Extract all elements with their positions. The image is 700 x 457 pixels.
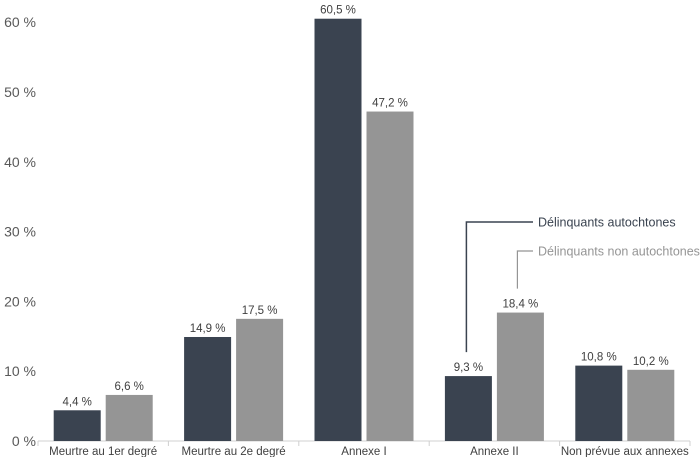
bar-series-2: [627, 369, 675, 441]
bar-series-1: [444, 376, 492, 441]
bar-series-2: [496, 312, 544, 441]
category-label: Non prévue aux annexes: [561, 446, 689, 457]
y-tick-label: 10 %: [4, 363, 36, 379]
data-label: 10,2 %: [633, 356, 669, 368]
y-tick-label: 20 %: [4, 293, 36, 309]
data-label: 6,6 %: [114, 381, 143, 393]
y-tick-label: 0 %: [12, 433, 36, 449]
y-axis: 0 % 10 % 20 % 30 % 40 % 50 % 60 %: [4, 14, 36, 449]
bars: [53, 18, 675, 442]
legend-label-series-2: Délinquants non autochtones: [538, 245, 700, 259]
data-label: 9,3 %: [454, 362, 483, 374]
legend-leader-line-series-2: [516, 250, 533, 289]
bar-series-2: [236, 318, 284, 441]
x-axis: Meurtre au 1er degré Meurtre au 2e degré A…: [37, 440, 691, 457]
legend-label-series-1: Délinquants autochtones: [538, 216, 676, 230]
y-tick-label: 30 %: [4, 224, 36, 240]
y-tick-label: 50 %: [4, 84, 36, 100]
bar-series-1: [575, 365, 623, 441]
category-label: Meurtre au 2e degré: [181, 446, 285, 457]
bar-series-2: [366, 111, 414, 441]
bar-series-1: [53, 410, 101, 441]
y-tick-label: 40 %: [4, 154, 36, 170]
data-label: 17,5 %: [242, 305, 278, 317]
bar-series-2: [105, 394, 153, 441]
data-label: 14,9 %: [190, 323, 226, 335]
legend-callouts: Délinquants autochtones Délinquants non a…: [465, 216, 700, 353]
legend-leader-line-series-1: [465, 221, 533, 353]
category-label: Meurtre au 1er degré: [49, 446, 157, 457]
category-label: Annexe I: [341, 446, 386, 457]
category-label: Annexe II: [470, 446, 519, 457]
bar-series-1: [314, 18, 362, 442]
bar-series-1: [184, 336, 232, 441]
data-label: 4,4 %: [62, 396, 91, 408]
y-tick-label: 60 %: [4, 14, 36, 30]
data-label: 18,4 %: [502, 299, 538, 311]
data-label: 10,8 %: [581, 352, 617, 364]
data-label: 60,5 %: [320, 5, 356, 17]
data-labels: 4,4 % 6,6 % 14,9 % 17,5 % 60,5 % 47,2 % 9,3 % 1…: [62, 5, 668, 409]
data-label: 47,2 %: [372, 98, 408, 110]
